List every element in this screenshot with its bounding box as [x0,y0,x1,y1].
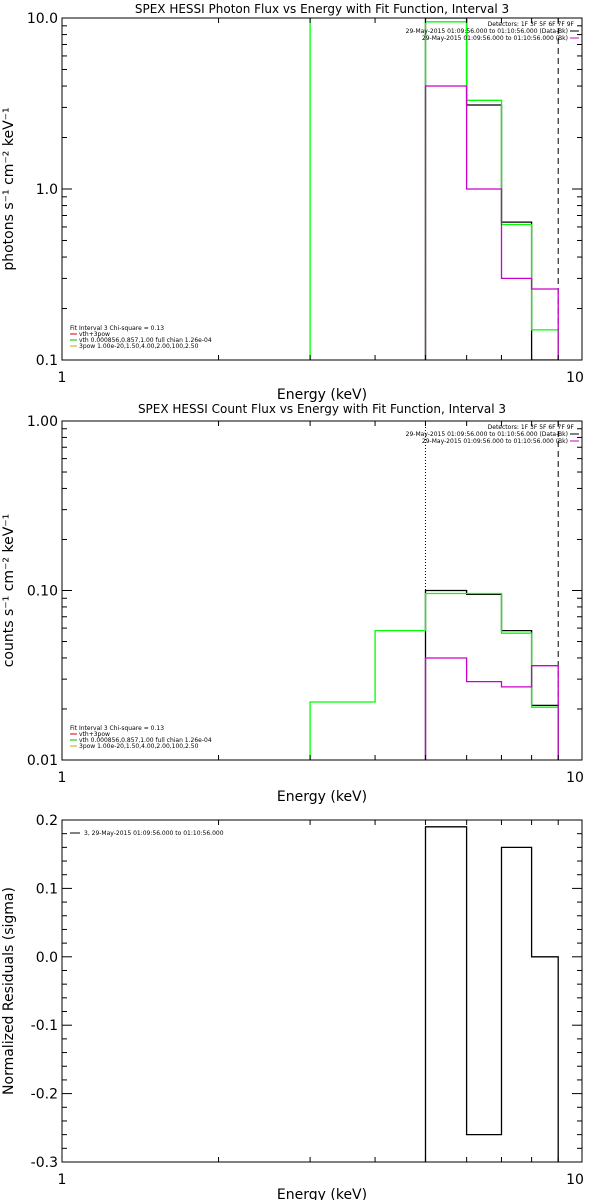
detectors-label: Detectors: 1F 3F 5F 6F 7F 9F [488,424,575,431]
fit-info-line: 3pow 1.00e-20,1.50,4.00,2.00,100,2.50 [79,343,199,350]
x-tick-label: 10 [566,370,584,386]
y-tick-label: 1.00 [27,414,58,430]
chart-title: SPEX HESSI Photon Flux vs Energy with Fi… [135,2,509,16]
series-step-line [424,21,559,360]
plot-area [424,826,559,1162]
plot-area [309,421,559,760]
chart-panel-2: SPEX HESSI Count Flux vs Energy with Fit… [1,402,584,805]
x-axis-label: Energy (keV) [277,387,367,403]
chart-panel-3: Energy (keV) Normalized Residuals (sigma)… [1,813,584,1200]
series-step-line [424,85,559,360]
legend-entry-text: 29-May-2015 01:09:56.000 to 01:10:56.000… [422,438,568,445]
y-tick-label: -0.1 [31,1018,58,1034]
y-axis-label: counts s⁻¹ cm⁻² keV⁻¹ [1,514,17,668]
axis-frame [61,17,583,361]
x-axis-label: Energy (keV) [277,1187,367,1200]
y-tick-label: 0.1 [36,881,58,897]
y-tick-label: -0.2 [31,1087,58,1103]
x-tick-label: 1 [58,1172,67,1188]
detectors-label: Detectors: 1F 3F 5F 6F 7F 9F [488,21,575,28]
fit-info-line: vth+3pow [79,731,110,738]
y-tick-label: 0.2 [36,813,58,829]
legend-entry-text: 3, 29-May-2015 01:09:56.000 to 01:10:56.… [84,830,224,837]
fit-info-header: Fit Interval 3 Chi-square = 0.13 [70,725,164,732]
x-tick-label: 10 [566,1172,584,1188]
legend-entry-text: 29-May-2015 01:09:56.000 to 01:10:56.000… [406,431,568,438]
axis-frame [61,819,583,1163]
y-tick-label: 0.01 [27,753,58,769]
y-tick-label: 1.0 [36,182,58,198]
y-axis-label: Normalized Residuals (sigma) [1,887,17,1095]
y-tick-label: 0.10 [27,584,58,600]
plot-area [309,18,559,360]
x-tick-label: 10 [566,770,584,786]
fit-info-line: 3pow 1.00e-20,1.50,4.00,2.00,100,2.50 [79,743,199,750]
series-step-line [424,826,559,1162]
fit-info-line: vth+3pow [79,331,110,338]
chart-panel-1: SPEX HESSI Photon Flux vs Energy with Fi… [1,2,584,403]
series-step-line [424,589,559,760]
legend-entry-text: 29-May-2015 01:09:56.000 to 01:10:56.000… [422,35,568,42]
fit-info-line: vth 0.000856,0.857,1.00 full chian 1.26e… [79,737,212,744]
fit-info-line: vth 0.000856,0.857,1.00 full chian 1.26e… [79,337,212,344]
x-axis-label: Energy (keV) [277,789,367,805]
y-axis-label: photons s⁻¹ cm⁻² keV⁻¹ [1,107,17,270]
series-step-line [424,657,559,760]
series-step-line [309,592,559,760]
y-tick-label: 0.1 [36,353,58,369]
y-tick-label: -0.3 [31,1155,58,1171]
legend-entry-text: 29-May-2015 01:09:56.000 to 01:10:56.000… [406,28,568,35]
y-tick-label: 10.0 [27,11,58,27]
chart-title: SPEX HESSI Count Flux vs Energy with Fit… [138,402,506,416]
y-tick-label: 0.0 [36,950,58,966]
x-tick-label: 1 [58,770,67,786]
x-tick-label: 1 [58,370,67,386]
fit-info-header: Fit Interval 3 Chi-square = 0.13 [70,325,164,332]
axis-frame [61,420,583,761]
